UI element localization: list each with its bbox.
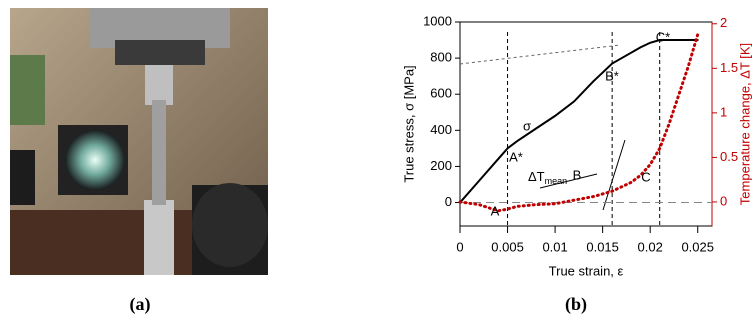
- caption: (a): [130, 294, 151, 315]
- tangent-line: [459, 44, 621, 65]
- y2-tick-label: 2: [720, 15, 727, 30]
- x-tick-label: 0.015: [586, 239, 619, 254]
- annotation: ΔTmean: [528, 169, 567, 186]
- annotation: C: [641, 169, 650, 184]
- x-tick-label: 0.01: [542, 239, 567, 254]
- y2-axis-label: Temperature change, ΔT [K]: [737, 43, 752, 205]
- annotation: σ: [523, 118, 531, 133]
- annotation-main: ΔT: [528, 169, 545, 184]
- y2-tick-label: 0: [720, 193, 727, 208]
- x-tick-label: 0.025: [681, 239, 714, 254]
- annotation: B: [573, 167, 582, 182]
- y2-tick-label: 0.5: [720, 149, 738, 164]
- x-axis-label: True strain, ε: [549, 263, 624, 278]
- series-line: [459, 39, 699, 204]
- annotation-sub: mean: [545, 176, 568, 186]
- annotation: C*: [656, 29, 670, 44]
- x-tick-label: 0: [456, 239, 463, 254]
- annotation: A*: [509, 149, 523, 164]
- series-line: [458, 32, 700, 213]
- tangent-line: [602, 139, 626, 211]
- x-tick-label: 0.005: [491, 239, 524, 254]
- y-axis-label: True stress, σ [MPa]: [401, 65, 416, 182]
- y-tick-label: 0: [445, 194, 452, 209]
- plot-frame: [459, 21, 713, 227]
- caption: (b): [565, 294, 587, 315]
- x-tick-label: 0.02: [638, 239, 663, 254]
- photo: [10, 8, 268, 275]
- annotation: A: [491, 203, 500, 218]
- annotation: B*: [605, 68, 619, 83]
- tangent-line: [539, 173, 598, 189]
- y2-tick-label: 1: [720, 104, 727, 119]
- y-tick-label: 800: [430, 50, 452, 65]
- y-tick-label: 400: [430, 122, 452, 137]
- y-tick-label: 600: [430, 86, 452, 101]
- y-tick-label: 200: [430, 158, 452, 173]
- y2-tick-label: 1.5: [720, 60, 738, 75]
- y-tick-label: 1000: [423, 13, 452, 28]
